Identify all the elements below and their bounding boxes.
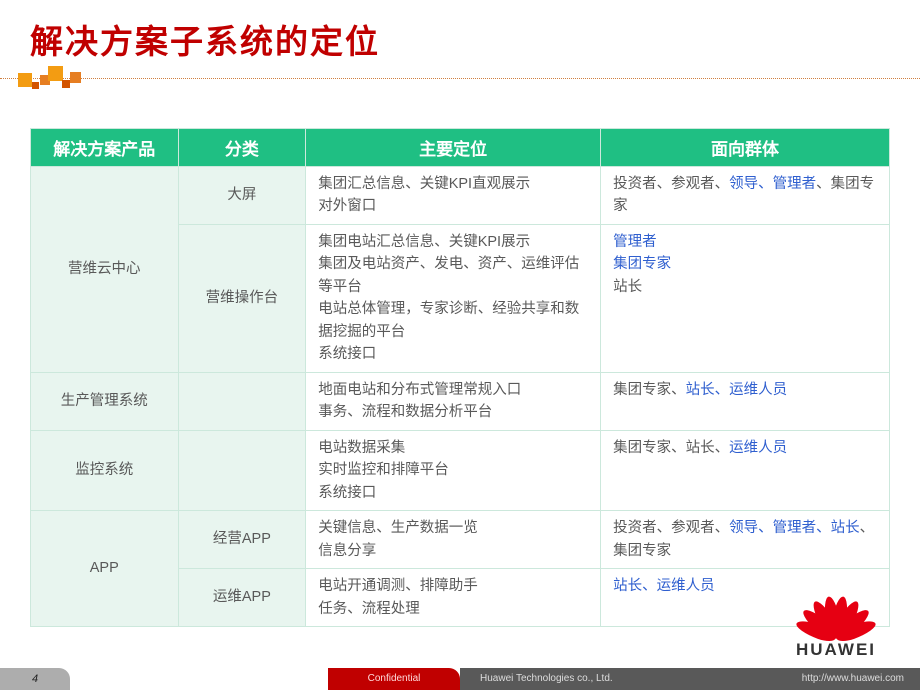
cell-audience: 管理者集团专家站长 — [601, 224, 890, 372]
cell-audience: 集团专家、站长、运维人员 — [601, 372, 890, 430]
cell-product: 监控系统 — [31, 430, 179, 510]
th-audience: 面向群体 — [601, 129, 890, 167]
th-category: 分类 — [178, 129, 306, 167]
slide: 解决方案子系统的定位 解决方案产品 分类 主要定位 面向群体 营维云中心大屏集团… — [0, 0, 920, 690]
table-row: APP经营APP关键信息、生产数据一览信息分享投资者、参观者、领导、管理者、站长… — [31, 511, 890, 569]
cell-category — [178, 372, 306, 430]
table-header-row: 解决方案产品 分类 主要定位 面向群体 — [31, 129, 890, 167]
table-container: 解决方案产品 分类 主要定位 面向群体 营维云中心大屏集团汇总信息、关键KPI直… — [0, 88, 920, 627]
cell-audience: 集团专家、站长、运维人员 — [601, 430, 890, 510]
cell-audience: 投资者、参观者、领导、管理者、站长、集团专家 — [601, 511, 890, 569]
cell-category: 运维APP — [178, 569, 306, 627]
th-product: 解决方案产品 — [31, 129, 179, 167]
cell-audience: 投资者、参观者、领导、管理者、集团专家 — [601, 167, 890, 225]
table-row: 营维云中心大屏集团汇总信息、关键KPI直观展示对外窗口投资者、参观者、领导、管理… — [31, 167, 890, 225]
footer-company: Huawei Technologies co., Ltd. — [480, 668, 613, 690]
cell-positioning: 集团汇总信息、关键KPI直观展示对外窗口 — [306, 167, 601, 225]
cell-positioning: 电站开通调测、排障助手任务、流程处理 — [306, 569, 601, 627]
cell-positioning: 电站数据采集实时监控和排障平台系统接口 — [306, 430, 601, 510]
table-row: 生产管理系统 地面电站和分布式管理常规入口事务、流程和数据分析平台集团专家、站长、… — [31, 372, 890, 430]
cell-product: 生产管理系统 — [31, 372, 179, 430]
cell-category: 营维操作台 — [178, 224, 306, 372]
cell-category — [178, 430, 306, 510]
footer: 4 Confidential Huawei Technologies co., … — [0, 668, 920, 690]
cell-product: APP — [31, 511, 179, 627]
logo-icon — [791, 578, 881, 638]
table-row: 监控系统 电站数据采集实时监控和排障平台系统接口集团专家、站长、运维人员 — [31, 430, 890, 510]
th-position: 主要定位 — [306, 129, 601, 167]
cell-category: 经营APP — [178, 511, 306, 569]
decoration-squares — [0, 70, 920, 88]
cell-category: 大屏 — [178, 167, 306, 225]
page-number: 4 — [0, 668, 70, 690]
cell-positioning: 地面电站和分布式管理常规入口事务、流程和数据分析平台 — [306, 372, 601, 430]
cell-product: 营维云中心 — [31, 167, 179, 373]
logo-text: HUAWEI — [776, 640, 896, 660]
footer-confidential: Confidential — [328, 668, 460, 690]
cell-positioning: 关键信息、生产数据一览信息分享 — [306, 511, 601, 569]
table-body: 营维云中心大屏集团汇总信息、关键KPI直观展示对外窗口投资者、参观者、领导、管理… — [31, 167, 890, 627]
huawei-logo: HUAWEI — [776, 578, 896, 660]
page-title: 解决方案子系统的定位 — [30, 15, 890, 63]
footer-right: Huawei Technologies co., Ltd. http://www… — [460, 668, 920, 690]
cell-positioning: 集团电站汇总信息、关键KPI展示集团及电站资产、发电、资产、运维评估等平台电站总… — [306, 224, 601, 372]
title-area: 解决方案子系统的定位 — [0, 0, 920, 68]
positioning-table: 解决方案产品 分类 主要定位 面向群体 营维云中心大屏集团汇总信息、关键KPI直… — [30, 128, 890, 627]
footer-url: http://www.huawei.com — [802, 668, 904, 690]
